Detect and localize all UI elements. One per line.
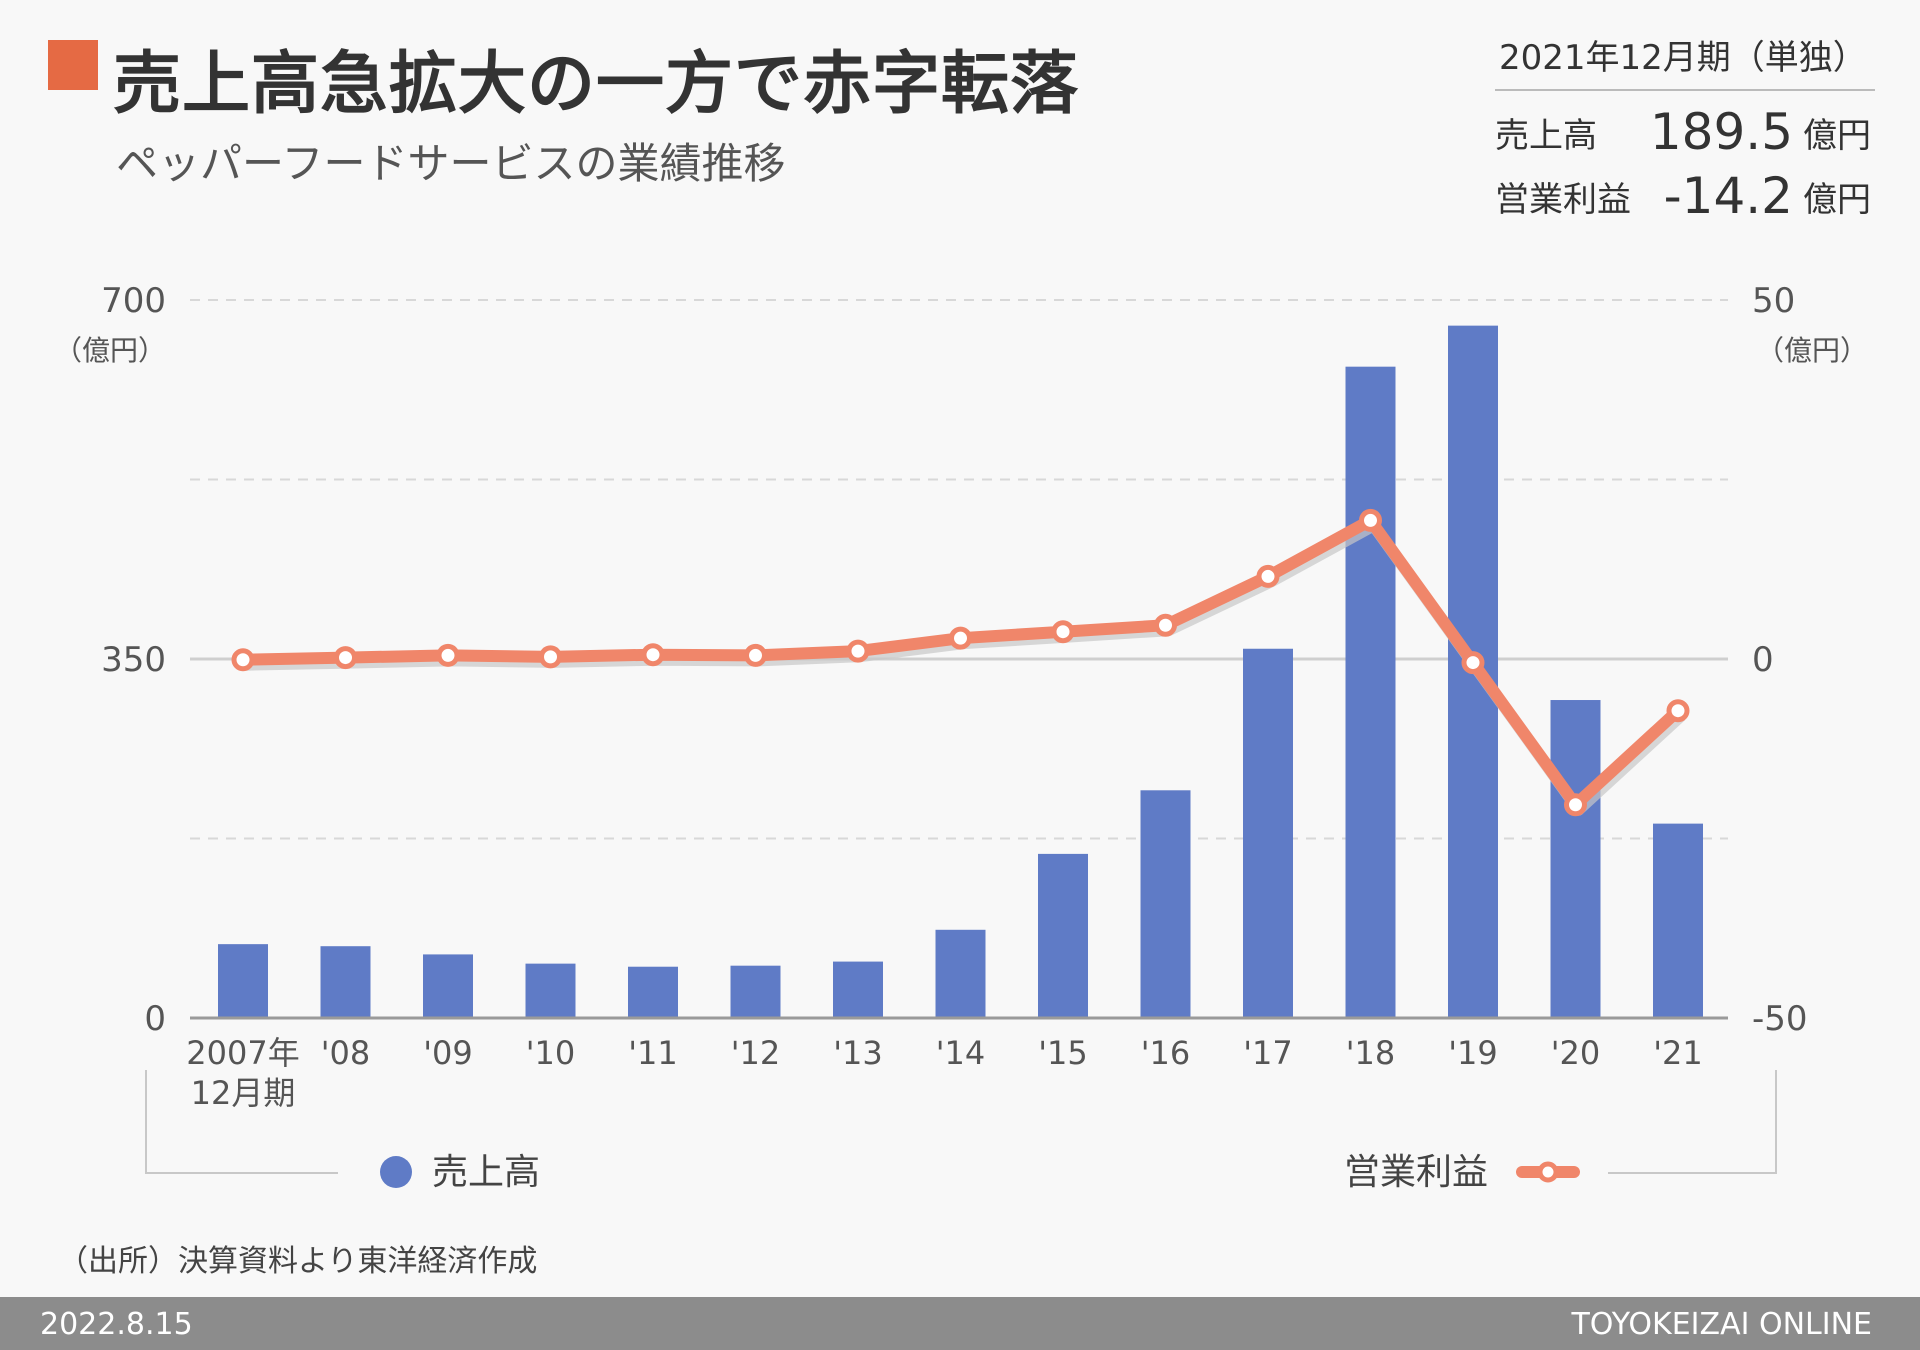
- x-tick-label-line: 12月期: [191, 1074, 296, 1112]
- legend-profit-label: 営業利益: [1344, 1152, 1488, 1193]
- point-operating-profit-12: [1461, 651, 1485, 675]
- summary-row-operating-profit: 営業利益 -14.2 億円: [1495, 161, 1875, 225]
- footer-bar: 2022.8.15 TOYOKEIZAI ONLINE: [0, 1297, 1920, 1350]
- right-tick-label: -50: [1752, 999, 1808, 1039]
- bar-sales-0: [218, 944, 268, 1018]
- point-operating-profit-3: [539, 645, 562, 669]
- summary-label: 売上高: [1495, 116, 1597, 156]
- x-tick-label-0: 2007年 12月期: [186, 1034, 299, 1112]
- summary-row-sales: 売上高 189.5 億円: [1495, 97, 1875, 161]
- bar-sales-3: [525, 963, 576, 1018]
- left-axis-unit: （億円）: [54, 334, 166, 367]
- x-tick-label-7: '14: [936, 1034, 986, 1072]
- chart: 0 350 700 （億円） -50 0 50 （億円） 2007年 12月期 '08 '09 '10 '…: [54, 281, 1868, 1193]
- x-tick-label-11: '18: [1346, 1034, 1396, 1072]
- bar-sales-6: [833, 961, 883, 1018]
- bar-sales-4: [628, 966, 678, 1018]
- x-tick-label-line: '19: [1448, 1034, 1498, 1072]
- left-tick-label: 350: [101, 640, 166, 680]
- x-tick-label-4: '11: [628, 1034, 678, 1072]
- summary-value: 189.5: [1649, 103, 1793, 161]
- x-tick-label-12: '19: [1448, 1034, 1498, 1072]
- left-tick-label: 0: [144, 999, 166, 1039]
- point-operating-profit-6: [846, 639, 870, 663]
- point-operating-profit-10: [1256, 564, 1280, 588]
- bar-sales-7: [935, 929, 986, 1018]
- point-operating-profit-0: [231, 648, 255, 672]
- summary-box: 2021年12月期（単独） 売上高 189.5 億円 営業利益 -14.2 億円: [1495, 30, 1875, 225]
- point-operating-profit-13: [1564, 793, 1587, 817]
- summary-value: -14.2: [1663, 167, 1793, 225]
- x-tick-label-line: 2007年: [186, 1034, 299, 1072]
- x-tick-label-6: '13: [833, 1034, 883, 1072]
- x-tick-label-line: '08: [321, 1034, 371, 1072]
- right-tick-label: 0: [1752, 640, 1774, 680]
- point-operating-profit-9: [1154, 613, 1177, 637]
- bar-sales-11: [1345, 366, 1396, 1019]
- x-tick-label-line: '17: [1243, 1034, 1293, 1072]
- x-tick-label-1: '08: [321, 1034, 371, 1072]
- x-tick-label-line: '21: [1653, 1034, 1703, 1072]
- bar-sales-8: [1038, 853, 1088, 1018]
- bar-sales-5: [730, 965, 781, 1018]
- bar-sales-13: [1550, 700, 1601, 1018]
- x-tick-label-line: '14: [936, 1034, 986, 1072]
- x-tick-label-10: '17: [1243, 1034, 1293, 1072]
- x-tick-label-14: '21: [1653, 1034, 1703, 1072]
- bar-sales-2: [423, 954, 473, 1018]
- summary-label: 営業利益: [1495, 180, 1631, 220]
- point-operating-profit-1: [334, 646, 357, 670]
- x-tick-label-9: '16: [1141, 1034, 1191, 1072]
- source-note: （出所）決算資料より東洋経済作成: [58, 1244, 538, 1279]
- summary-unit: 億円: [1803, 180, 1871, 220]
- bar-sales-9: [1140, 790, 1191, 1018]
- x-tick-label-line: '15: [1038, 1034, 1088, 1072]
- point-operating-profit-7: [949, 626, 972, 650]
- point-operating-profit-11: [1359, 508, 1382, 532]
- x-tick-label-line: '18: [1346, 1034, 1396, 1072]
- x-tick-label-line: '16: [1141, 1034, 1191, 1072]
- x-tick-label-8: '15: [1038, 1034, 1088, 1072]
- legend-profit-marker: [1537, 1161, 1559, 1183]
- legend-sales-marker: [380, 1156, 412, 1188]
- x-tick-label-5: '12: [731, 1034, 781, 1072]
- bar-sales-1: [320, 946, 371, 1018]
- x-tick-label-line: '13: [833, 1034, 883, 1072]
- point-operating-profit-14: [1666, 699, 1690, 723]
- x-tick-label-line: '10: [526, 1034, 576, 1072]
- bar-sales-14: [1653, 823, 1703, 1018]
- summary-unit: 億円: [1803, 116, 1871, 156]
- footer-brand: TOYOKEIZAI ONLINE: [1571, 1307, 1872, 1342]
- point-operating-profit-4: [641, 643, 665, 667]
- legend-frame-right: [1608, 1070, 1777, 1174]
- x-tick-label-2: '09: [423, 1034, 473, 1072]
- x-tick-label-line: '12: [731, 1034, 781, 1072]
- point-operating-profit-2: [436, 643, 460, 667]
- footer-date: 2022.8.15: [40, 1307, 193, 1342]
- chart-title: 売上高急拡大の一方で赤字転落: [113, 45, 1080, 124]
- x-tick-label-line: '09: [423, 1034, 473, 1072]
- title-marker: [48, 40, 98, 90]
- x-tick-label-13: '20: [1551, 1034, 1601, 1072]
- bar-sales-10: [1243, 648, 1293, 1018]
- point-operating-profit-5: [744, 643, 767, 667]
- x-tick-label-line: '20: [1551, 1034, 1601, 1072]
- right-tick-label: 50: [1752, 281, 1795, 321]
- summary-period: 2021年12月期（単独）: [1495, 30, 1875, 91]
- legend-sales-label: 売上高: [432, 1152, 540, 1193]
- legend-frame-left: [145, 1070, 338, 1174]
- left-tick-label: 700: [101, 281, 166, 321]
- x-tick-label-3: '10: [526, 1034, 576, 1072]
- x-tick-label-line: '11: [628, 1034, 678, 1072]
- point-operating-profit-8: [1051, 620, 1075, 644]
- chart-subtitle: ペッパーフードサービスの業績推移: [116, 139, 786, 188]
- right-axis-unit: （億円）: [1756, 334, 1868, 367]
